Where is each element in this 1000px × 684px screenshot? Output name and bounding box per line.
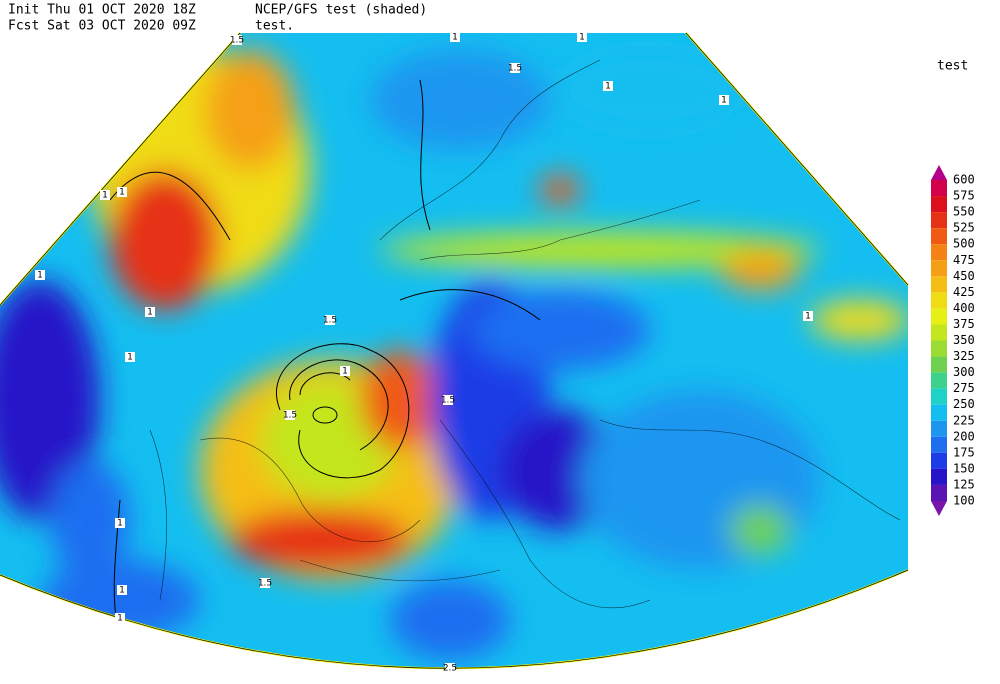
contour-label: 1: [119, 188, 125, 198]
contour-label: 1.5: [508, 64, 522, 74]
contour-label: 1: [102, 191, 108, 201]
colorbar-label: 125: [953, 477, 975, 491]
colorbar-label: 400: [953, 301, 975, 315]
contour-label: 1: [605, 82, 611, 92]
contour-label-box: [603, 81, 613, 91]
colorbar-label: 300: [953, 365, 975, 379]
colorbar-box: [931, 372, 947, 389]
contour-label-box: [443, 395, 453, 405]
contour-label-box: [145, 307, 155, 317]
colorbar-box: [931, 468, 947, 485]
colorbar-box: [931, 340, 947, 357]
contour-label-box: [450, 32, 460, 42]
colorbar-label: 325: [953, 349, 975, 363]
contour-label: 1: [127, 353, 133, 363]
colorbar-box: [931, 420, 947, 437]
colorbar-label: 600: [953, 173, 975, 187]
colorbar-label: 575: [953, 189, 975, 203]
colorbar-box: [931, 292, 947, 309]
contour-label-box: [340, 366, 350, 376]
contour-label: 1: [342, 367, 348, 377]
contour-label-box: [445, 663, 455, 673]
contour-label-box: [115, 518, 125, 528]
colorbar-label: 350: [953, 333, 975, 347]
colorbar-box: [931, 276, 947, 293]
colorbar-box: [931, 244, 947, 261]
contour-labels: 1.5 1 1.5 1 1 1 1 1 1 1 1 1.5 1 1.5 1 1 1 1.5 1.5 1 2.5: [35, 32, 813, 674]
contour-label: 1.5: [230, 36, 244, 46]
contour-label: 1: [579, 33, 585, 43]
init-time: Init Thu 01 OCT 2020 18Z: [8, 3, 196, 18]
colorbar-box: [931, 212, 947, 229]
variable-name: test.: [255, 19, 294, 34]
contour-label-box: [285, 410, 295, 420]
contour-label: 1: [117, 614, 123, 624]
contour-label: 1: [37, 271, 43, 281]
contour-label: 1.5: [258, 579, 272, 589]
colorbar-box: [931, 196, 947, 213]
colorbar-box: [931, 436, 947, 453]
colorbar-box: [931, 228, 947, 245]
contour-label: 1.5: [323, 316, 337, 326]
contour-label: 2.5: [443, 664, 457, 674]
shaded-field: [0, 33, 908, 669]
colorbar-label: 225: [953, 413, 975, 427]
contour-label: 1: [452, 33, 458, 43]
colorbar: 600 575 550 525 500 475 450 425 400 375 350 325 300 2…: [931, 165, 975, 516]
colorbar-box: [931, 180, 947, 197]
colorbar-label: 150: [953, 461, 975, 475]
contour-label: 1.5: [441, 396, 455, 406]
contour-label-box: [117, 585, 127, 595]
contour-label: 1: [119, 586, 125, 596]
legend-title: test: [937, 59, 968, 74]
contour-label-box: [803, 311, 813, 321]
colorbar-box: [931, 452, 947, 469]
colorbar-label: 250: [953, 397, 975, 411]
contour-label-box: [35, 270, 45, 280]
colorbar-label: 550: [953, 205, 975, 219]
colorbar-box: [931, 484, 947, 501]
contour-label: 1: [721, 96, 727, 106]
contour-label-box: [115, 613, 125, 623]
colorbar-label: 500: [953, 237, 975, 251]
colorbar-arrow-top: [931, 165, 947, 180]
contour-label: 1: [117, 519, 123, 529]
colorbar-box: [931, 404, 947, 421]
colorbar-box: [931, 324, 947, 341]
colorbar-label: 425: [953, 285, 975, 299]
contour-label-box: [260, 578, 270, 588]
colorbar-label: 175: [953, 445, 975, 459]
colorbar-arrow-bottom: [931, 501, 947, 516]
contour-label-box: [232, 35, 242, 45]
contour-label-box: [100, 190, 110, 200]
colorbar-label: 525: [953, 221, 975, 235]
contour-label-box: [510, 63, 520, 73]
contour-label-box: [325, 315, 335, 325]
contour-label-box: [719, 95, 729, 105]
colorbar-label: 200: [953, 429, 975, 443]
colorbar-label: 375: [953, 317, 975, 331]
product-name: NCEP/GFS test (shaded): [255, 3, 427, 18]
contour-label-box: [125, 352, 135, 362]
colorbar-label: 450: [953, 269, 975, 283]
coastlines: [149, 59, 901, 609]
contour-label: 1.5: [283, 411, 297, 421]
colorbar-label: 100: [953, 494, 975, 508]
colorbar-box: [931, 260, 947, 277]
colorbar-box: [931, 388, 947, 405]
colorbar-label: 475: [953, 253, 975, 267]
forecast-time: Fcst Sat 03 OCT 2020 09Z: [8, 19, 196, 34]
contour-label: 1: [147, 308, 153, 318]
contour-label: 1: [805, 312, 811, 322]
colorbar-box: [931, 308, 947, 325]
contour-label-box: [577, 32, 587, 42]
colorbar-label: 275: [953, 381, 975, 395]
colorbar-box: [931, 356, 947, 373]
contour-label-box: [117, 187, 127, 197]
